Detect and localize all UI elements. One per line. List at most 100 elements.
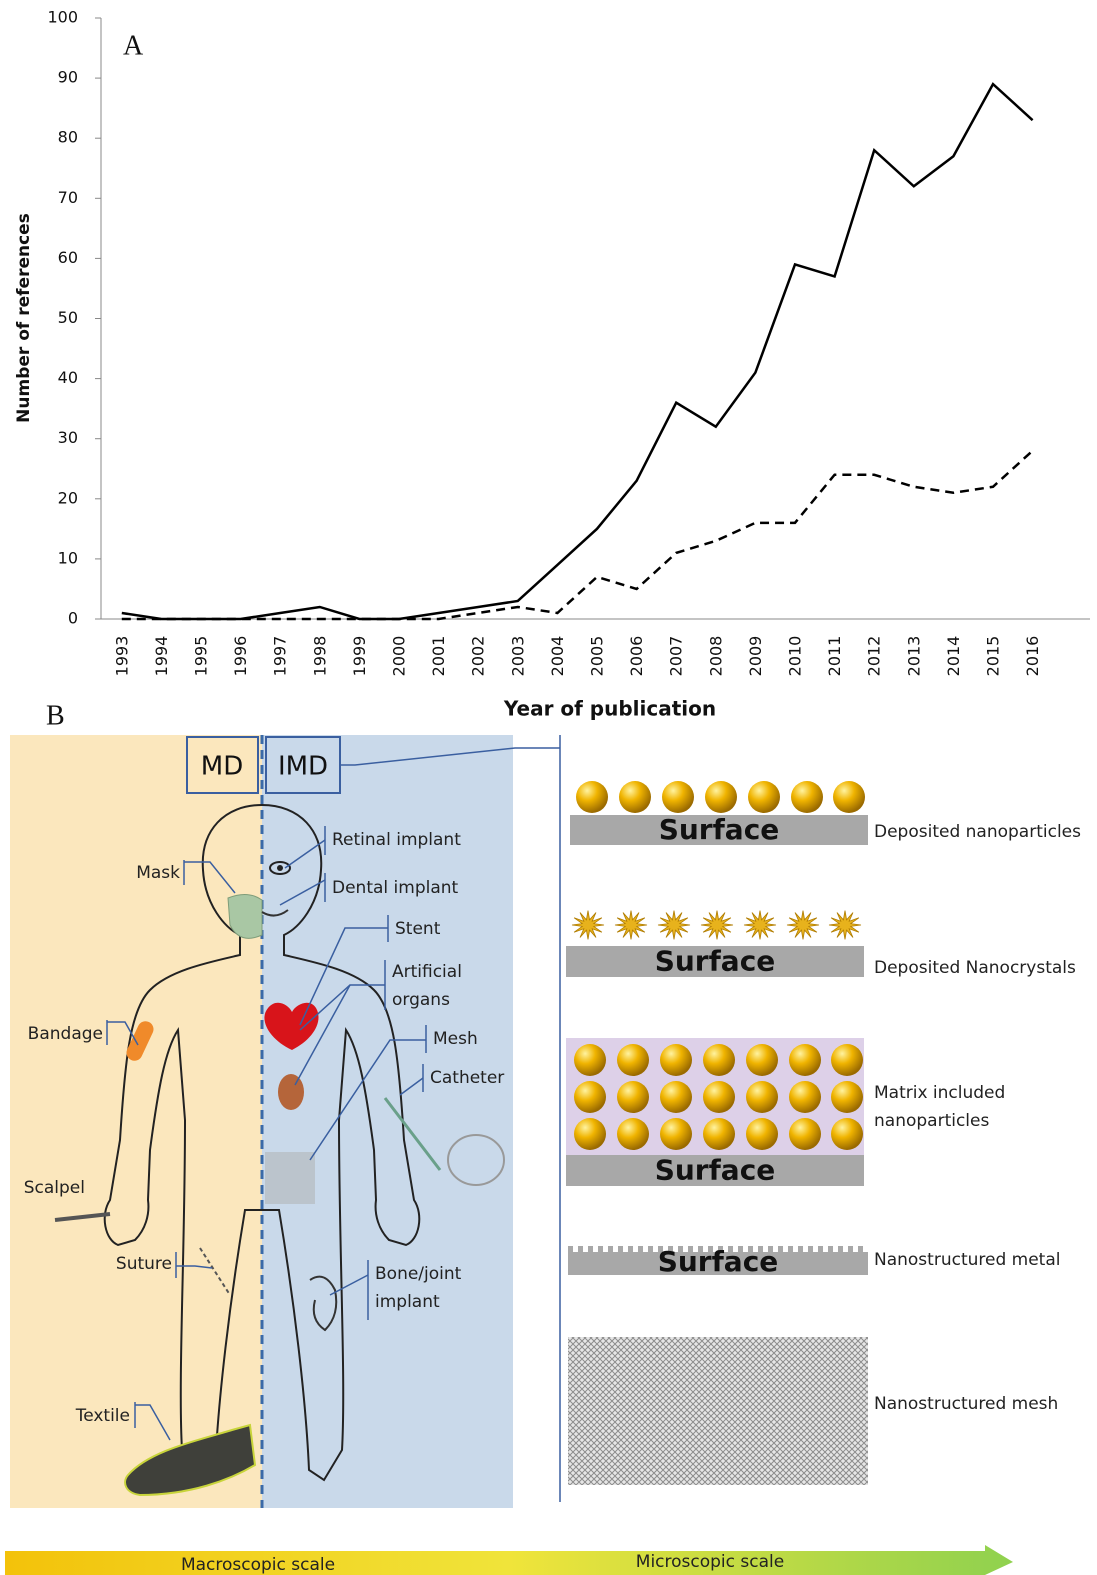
surface-label: Surface bbox=[655, 1154, 776, 1187]
nanoparticle bbox=[574, 1118, 606, 1150]
x-tick-label: 2002 bbox=[469, 636, 488, 677]
x-tick-label: 2004 bbox=[548, 636, 567, 677]
nanoparticle bbox=[833, 781, 865, 813]
callout-line bbox=[176, 1265, 213, 1269]
layer-label: nanoparticles bbox=[874, 1111, 989, 1131]
surface-label: Surface bbox=[658, 1245, 779, 1278]
nanocrystal bbox=[700, 910, 734, 940]
nanoparticle bbox=[703, 1118, 735, 1150]
md-box bbox=[186, 736, 259, 794]
nanoparticle bbox=[660, 1081, 692, 1113]
shoe bbox=[124, 1423, 257, 1497]
series-line bbox=[121, 82, 1034, 621]
callout-line bbox=[294, 984, 351, 1086]
x-tick-label: 2011 bbox=[825, 636, 844, 677]
pupil bbox=[277, 865, 283, 871]
mesh-implant bbox=[265, 1152, 315, 1204]
nanoparticle bbox=[831, 1044, 863, 1076]
panel-label: B bbox=[46, 700, 65, 731]
nanocrystal bbox=[657, 910, 691, 940]
x-tick-label: 2003 bbox=[508, 636, 527, 677]
panel-label: A bbox=[123, 30, 144, 61]
imd-item-label: Retinal implant bbox=[332, 830, 461, 850]
scale-label: Microscopic scale bbox=[636, 1552, 784, 1572]
imd-item-label: Bone/joint bbox=[375, 1264, 462, 1284]
layer-label: Matrix included bbox=[874, 1083, 1005, 1103]
scale-arrow bbox=[5, 1545, 1013, 1575]
md-item-label: Textile bbox=[75, 1406, 130, 1426]
layer-label: Deposited Nanocrystals bbox=[874, 958, 1076, 978]
md-label: MD bbox=[201, 752, 243, 782]
x-tick-label: 1998 bbox=[310, 636, 329, 677]
nanoparticle bbox=[660, 1118, 692, 1150]
nanoparticle bbox=[746, 1081, 778, 1113]
y-tick-label: 20 bbox=[58, 488, 78, 507]
x-tick-label: 1994 bbox=[152, 636, 171, 677]
surface-label: Surface bbox=[659, 813, 780, 846]
callout-line bbox=[284, 839, 326, 869]
callout-line bbox=[279, 879, 326, 906]
x-tick-label: 1997 bbox=[271, 636, 290, 677]
nanocrystal bbox=[743, 910, 777, 940]
imd-item-label: implant bbox=[375, 1292, 440, 1312]
x-tick-label: 2007 bbox=[667, 636, 686, 677]
nanoparticle bbox=[574, 1044, 606, 1076]
eye bbox=[269, 861, 291, 875]
callout-line bbox=[299, 927, 388, 1026]
nanoparticle bbox=[619, 781, 651, 813]
nanoparticle bbox=[662, 781, 694, 813]
suture bbox=[199, 1247, 231, 1296]
imd-background bbox=[262, 735, 513, 1508]
imd-item-label: Catheter bbox=[430, 1068, 504, 1088]
x-tick-label: 2015 bbox=[984, 636, 1003, 677]
x-tick-label: 2016 bbox=[1023, 636, 1042, 677]
layer-label: Deposited nanoparticles bbox=[874, 822, 1081, 842]
y-tick-label: 50 bbox=[58, 308, 78, 327]
md-item-label: Mask bbox=[136, 863, 180, 883]
md-item-label: Suture bbox=[116, 1254, 172, 1274]
mask bbox=[227, 894, 263, 939]
nanoparticle bbox=[703, 1044, 735, 1076]
layer-label: Nanostructured metal bbox=[874, 1250, 1060, 1270]
imd-item-label: Mesh bbox=[433, 1029, 478, 1049]
x-tick-label: 1993 bbox=[112, 636, 131, 677]
kidney bbox=[278, 1074, 304, 1110]
md-background bbox=[10, 735, 262, 1508]
series-line bbox=[121, 449, 1034, 621]
y-tick-label: 10 bbox=[58, 548, 78, 567]
callout-line bbox=[107, 1021, 139, 1046]
nanoparticle bbox=[746, 1118, 778, 1150]
nanoparticle bbox=[791, 781, 823, 813]
nanoparticle bbox=[576, 781, 608, 813]
catheter-loop bbox=[447, 1134, 505, 1186]
nanoparticle bbox=[789, 1081, 821, 1113]
callout-line bbox=[135, 1404, 171, 1441]
callout-line bbox=[329, 1274, 369, 1296]
callout-line bbox=[184, 861, 236, 894]
x-tick-label: 2005 bbox=[588, 636, 607, 677]
imd-item-label: Stent bbox=[395, 919, 441, 939]
y-tick-label: 0 bbox=[68, 609, 78, 628]
x-axis-label: Year of publication bbox=[503, 697, 716, 721]
nanocrystal bbox=[828, 910, 862, 940]
x-tick-label: 2010 bbox=[786, 636, 805, 677]
catheter bbox=[383, 1097, 442, 1171]
scalpel bbox=[54, 1212, 111, 1222]
y-tick-label: 70 bbox=[58, 188, 78, 207]
nanocrystal bbox=[786, 910, 820, 940]
y-tick-label: 60 bbox=[58, 248, 78, 267]
imd-item-label: Dental implant bbox=[332, 878, 459, 898]
x-tick-label: 2000 bbox=[390, 636, 409, 677]
nanoparticle bbox=[748, 781, 780, 813]
surface bbox=[570, 815, 868, 845]
y-tick-label: 90 bbox=[58, 68, 78, 87]
x-tick-label: 1996 bbox=[231, 636, 250, 677]
imd-item-label: organs bbox=[392, 990, 450, 1010]
md-item-label: Scalpel bbox=[24, 1178, 85, 1198]
surface bbox=[566, 946, 864, 977]
x-tick-label: 2008 bbox=[706, 636, 725, 677]
x-tick-label: 2009 bbox=[746, 636, 765, 677]
nanoparticle bbox=[789, 1118, 821, 1150]
x-tick-label: 2014 bbox=[944, 636, 963, 677]
